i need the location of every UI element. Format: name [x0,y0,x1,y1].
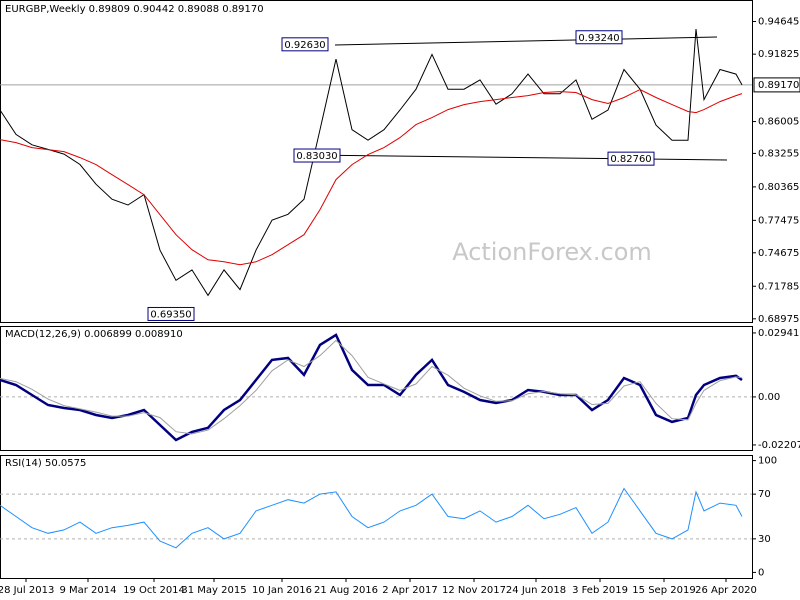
x-tick-label: 19 Oct 2014 [123,585,185,596]
rsi-panel [0,455,753,579]
x-tick-label: 2 Apr 2017 [382,585,437,596]
x-tick-label: 15 Sep 2019 [632,585,695,596]
header: EURGBP,Weekly 0.89809 0.90442 0.89088 0.… [5,4,264,15]
series-line [0,487,743,549]
series-line [0,88,743,266]
macd-panel [0,326,753,451]
annotation-label: 0.83030 [296,151,337,162]
channel-top [334,36,718,46]
macd-title: MACD(12,26,9) 0.006899 0.008910 [5,329,183,340]
y-tick-label: 0.86005 [758,117,799,128]
y-tick-label: 0.00 [758,392,780,403]
y-tick-label: 100 [758,456,777,467]
annotation-box [281,37,329,52]
y-tick-label: 0.91825 [758,49,799,60]
y-tick-label: 0 [758,567,764,578]
x-tick-label: 26 Apr 2020 [695,585,757,596]
x-tick-label: 24 Jun 2018 [506,585,566,596]
x-tick-label: 31 May 2015 [181,585,246,596]
annotation-box [293,148,341,163]
x-tick-label: 12 Nov 2017 [442,585,506,596]
y-tick-label: 0.68975 [758,314,799,325]
x-tick-label: 28 Jul 2013 [0,585,54,596]
y-tick-label: 30 [758,534,771,545]
y-tick-label: 0.94645 [758,16,799,27]
channel-bottom [304,154,728,161]
y-tick-label: 0.71785 [758,281,799,292]
annotation-label: 0.92630 [284,40,325,51]
y-tick-label: -0.022074 [758,440,800,451]
x-tick-label: 3 Feb 2019 [572,585,628,596]
y-tick-label: 0.74675 [758,248,799,259]
annotation-label: 0.82760 [610,154,651,165]
y-tick-label: 0.77475 [758,215,799,226]
y-tick-label: 0.80365 [758,182,799,193]
y-tick-label: 0.83255 [758,148,799,159]
annotation-box [147,306,195,321]
series-line [0,333,743,442]
x-tick-label: 9 Mar 2014 [59,585,116,596]
annotation-box [607,151,655,166]
series-line [0,339,743,435]
last-price-label: 0.89170 [758,80,799,91]
y-tick-label: 0.029412 [758,328,800,339]
x-tick-label: 10 Jan 2016 [252,585,312,596]
annotation-label: 0.93240 [578,33,619,44]
price-panel [0,0,753,323]
watermark: ActionForex.com [452,238,652,266]
annotation-box [575,30,623,45]
last-price-box [753,77,800,93]
y-tick-label: 70 [758,489,771,500]
x-tick-label: 21 Aug 2016 [314,585,378,596]
annotation-label: 0.69350 [150,309,191,320]
rsi-title: RSI(14) 50.0575 [5,458,86,469]
